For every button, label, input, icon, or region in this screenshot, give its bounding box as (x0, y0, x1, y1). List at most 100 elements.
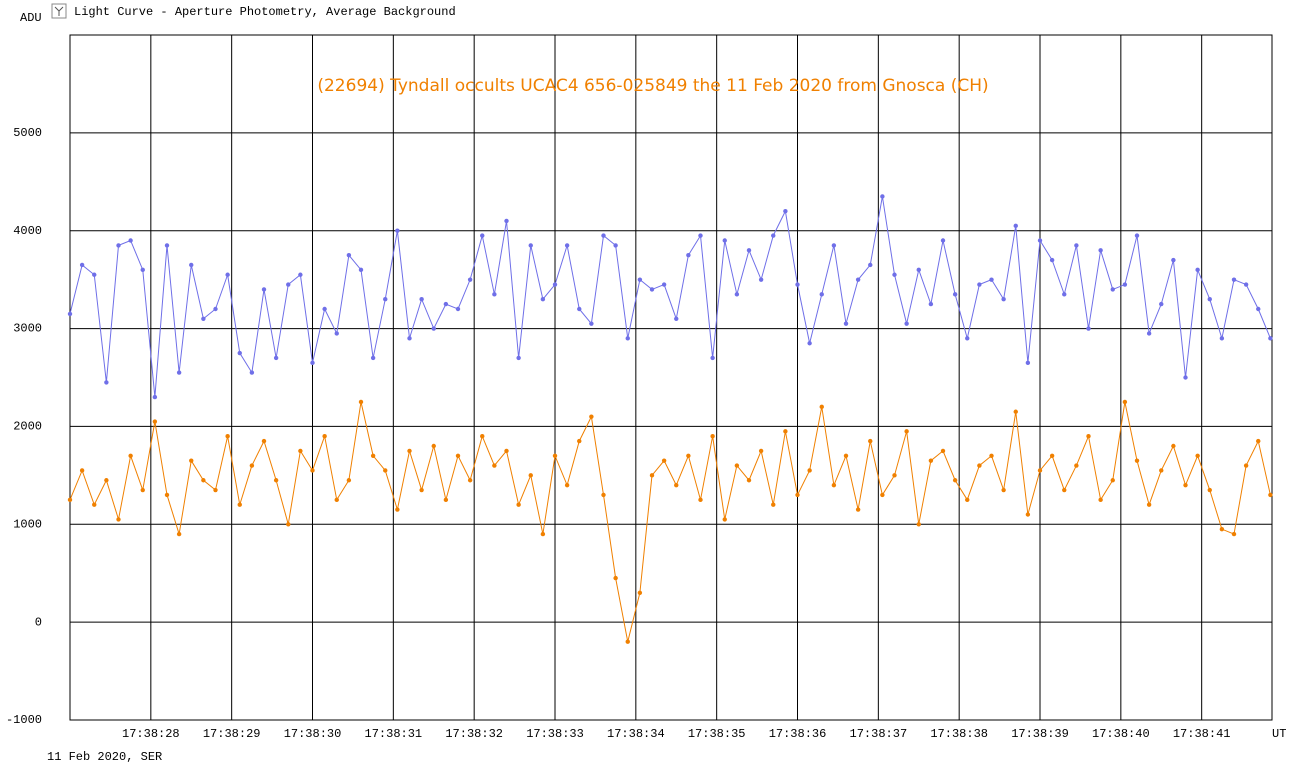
data-point (358, 399, 364, 405)
data-point (892, 473, 897, 478)
x-tick-label: 17:38:35 (688, 727, 746, 741)
data-point (395, 228, 400, 233)
data-point (868, 438, 873, 444)
data-point (176, 531, 182, 537)
data-point (273, 355, 279, 361)
data-point (771, 502, 776, 507)
data-point (443, 301, 449, 307)
data-point (1268, 492, 1273, 498)
x-tick-label: 17:38:33 (526, 727, 584, 741)
data-point (189, 458, 194, 463)
data-point (649, 473, 655, 478)
data-point (176, 370, 182, 375)
data-point (189, 262, 194, 268)
data-point (407, 336, 412, 341)
data-point (225, 434, 230, 439)
data-point (480, 434, 485, 439)
data-point (1110, 287, 1115, 292)
data-point (1086, 326, 1091, 331)
x-tick-label: 17:38:37 (850, 727, 908, 741)
data-point (310, 468, 315, 473)
data-point (1098, 248, 1103, 253)
y-tick-label: 2000 (13, 420, 42, 434)
data-point (625, 336, 630, 341)
data-point (1159, 468, 1164, 473)
data-point (674, 316, 679, 321)
data-point (698, 497, 703, 503)
data-point (1146, 502, 1152, 507)
data-point (504, 448, 509, 454)
data-point (649, 287, 655, 292)
y-tick-label: 3000 (13, 322, 42, 336)
series-line (69, 196, 1271, 398)
data-point (601, 233, 606, 238)
data-point (989, 277, 994, 282)
data-point (1098, 497, 1103, 503)
plot-border (69, 34, 1273, 721)
data-point (1049, 257, 1055, 263)
data-point (904, 429, 909, 434)
data-point (722, 517, 727, 522)
data-point (1122, 282, 1128, 287)
data-point (855, 507, 861, 512)
data-point (1195, 453, 1200, 458)
data-point (637, 590, 643, 595)
data-point (734, 463, 740, 468)
data-point (965, 336, 970, 341)
data-point (116, 243, 121, 248)
series-line (69, 401, 1271, 642)
data-point (213, 487, 218, 493)
data-point (1183, 375, 1188, 380)
data-point (310, 360, 315, 366)
x-tick-label: 17:38:36 (769, 727, 827, 741)
data-point (286, 522, 291, 527)
data-point (564, 482, 570, 488)
data-point (916, 267, 921, 273)
data-point (249, 370, 255, 375)
data-point (261, 287, 267, 292)
data-point (637, 277, 643, 282)
data-point (419, 487, 424, 493)
data-point (746, 248, 752, 253)
data-point (92, 502, 97, 507)
data-point (1146, 331, 1152, 336)
data-point (298, 272, 303, 277)
data-point (1207, 297, 1212, 302)
data-point (67, 497, 73, 503)
data-point (831, 243, 837, 248)
data-point (916, 522, 921, 527)
data-point (79, 262, 85, 268)
data-point (928, 458, 934, 463)
data-point (528, 243, 533, 248)
data-point (443, 497, 449, 503)
data-point (104, 380, 109, 385)
data-point (880, 492, 885, 498)
data-point (892, 272, 897, 277)
data-point (334, 497, 339, 503)
data-point (698, 233, 703, 238)
data-point (795, 282, 800, 287)
data-point (940, 448, 946, 454)
data-point (904, 321, 909, 326)
data-point (1134, 458, 1140, 463)
data-point (1074, 463, 1079, 468)
y-tick-label: 0 (35, 615, 42, 629)
data-point (1001, 487, 1006, 493)
data-point (577, 306, 582, 312)
data-point (1231, 531, 1237, 537)
data-point (383, 468, 388, 473)
data-point (613, 243, 618, 248)
data-point (1013, 409, 1018, 414)
data-point (783, 208, 788, 214)
data-point (480, 233, 485, 238)
data-point (419, 297, 424, 302)
footer: 11 Feb 2020, SER (47, 750, 162, 764)
data-point (807, 341, 812, 346)
data-point (843, 321, 849, 326)
data-point (589, 414, 594, 419)
data-point (1231, 277, 1237, 282)
data-point (334, 331, 339, 336)
data-point (928, 301, 934, 307)
x-tick-label: 17:38:41 (1173, 727, 1231, 741)
data-point (1122, 399, 1128, 405)
